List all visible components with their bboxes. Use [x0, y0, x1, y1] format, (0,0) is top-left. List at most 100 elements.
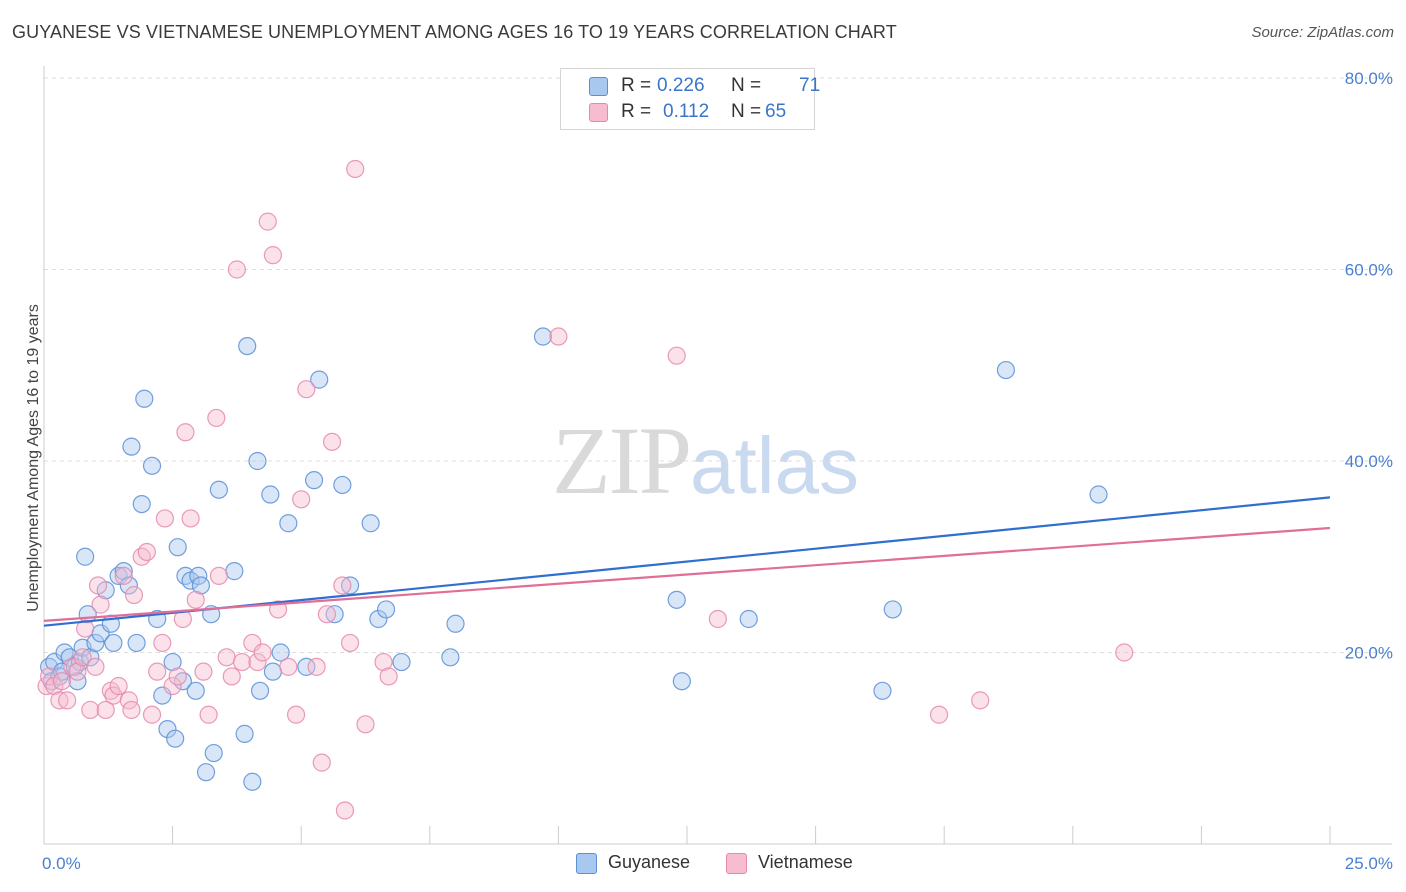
- x-tick-label: 0.0%: [42, 854, 81, 873]
- x-tick-label: 25.0%: [1345, 854, 1393, 873]
- guyanese-point: [304, 471, 324, 490]
- legend-r-label: R =: [621, 75, 652, 96]
- chart-title: GUYANESE VS VIETNAMESE UNEMPLOYMENT AMON…: [12, 22, 897, 42]
- guyanese-point: [667, 590, 686, 609]
- guyanese-point: [168, 538, 187, 557]
- y-tick-label: 80.0%: [1345, 69, 1393, 88]
- legend-swatch-vietnamese: [726, 853, 747, 874]
- guyanese-point: [739, 609, 758, 629]
- y-tick-label: 60.0%: [1345, 261, 1393, 280]
- trend-lines: [43, 496, 1331, 627]
- vietnamese-point: [263, 246, 283, 265]
- vietnamese-point: [96, 700, 115, 720]
- vietnamese-point: [929, 705, 949, 724]
- vietnamese-point: [248, 652, 267, 672]
- vietnamese-point: [253, 643, 272, 662]
- guyanese-point: [163, 652, 182, 672]
- vietnamese-point: [58, 691, 77, 710]
- guyanese-point: [104, 633, 123, 653]
- vietnamese-point: [217, 648, 236, 667]
- guyanese-point: [392, 652, 411, 672]
- vietnamese-point: [258, 212, 277, 231]
- legend-n-label: N =: [731, 75, 762, 96]
- guyanese-point: [325, 605, 344, 624]
- vietnamese-point: [124, 585, 144, 605]
- guyanese-point: [248, 451, 267, 471]
- vietnamese-point: [68, 662, 87, 681]
- vietnamese-point: [340, 633, 360, 653]
- legend-swatch-guyanese: [576, 853, 597, 874]
- vietnamese-point: [91, 595, 110, 614]
- vietnamese-point: [356, 715, 375, 734]
- guyanese-trend-line: [43, 496, 1331, 627]
- guyanese-point: [86, 633, 105, 653]
- guyanese-point: [81, 648, 100, 667]
- vietnamese-point: [307, 657, 326, 676]
- vietnamese-point: [52, 672, 72, 691]
- guyanese-point: [263, 662, 283, 681]
- guyanese-point: [119, 576, 138, 595]
- guyanese-point: [122, 437, 141, 456]
- vietnamese-point: [379, 667, 398, 686]
- legend-n-label: N =: [731, 101, 762, 122]
- vietnamese-point: [346, 159, 365, 179]
- legend-n-value: 71: [799, 75, 821, 96]
- guyanese-point: [446, 614, 465, 633]
- vietnamese-point: [312, 753, 331, 772]
- vietnamese-point: [114, 566, 133, 586]
- vietnamese-point: [186, 590, 205, 609]
- guyanese-point: [533, 327, 553, 346]
- guyanese-point: [204, 743, 223, 763]
- legend-r-value: 0.226: [657, 75, 705, 96]
- vietnamese-point: [142, 705, 162, 724]
- vietnamese-point: [148, 662, 167, 681]
- guyanese-points: [40, 327, 1108, 791]
- guyanese-point: [76, 547, 95, 566]
- guyanese-point: [68, 672, 87, 691]
- vietnamese-point: [667, 346, 686, 365]
- guyanese-point: [191, 576, 210, 595]
- guyanese-point: [271, 643, 290, 662]
- guyanese-point: [261, 485, 280, 504]
- vietnamese-point: [168, 667, 187, 686]
- vietnamese-point: [297, 380, 316, 399]
- guyanese-point: [238, 337, 257, 356]
- guyanese-point: [158, 719, 177, 739]
- guyanese-point: [340, 576, 360, 595]
- vietnamese-point: [549, 327, 568, 346]
- guyanese-point: [114, 562, 133, 581]
- y-axis-title: Unemployment Among Ages 16 to 19 years: [25, 304, 42, 612]
- axes: [43, 66, 1392, 845]
- legend-n-value: 65: [765, 101, 787, 122]
- vietnamese-point: [335, 801, 355, 820]
- vietnamese-point: [76, 619, 95, 638]
- vietnamese-point: [1115, 643, 1134, 662]
- guyanese-point: [297, 657, 316, 676]
- correlation-legend: R = 0.226 N = 71 R = 0.112 N = 65: [560, 68, 820, 130]
- vietnamese-point: [286, 705, 306, 724]
- guyanese-point: [1089, 485, 1108, 504]
- guyanese-point: [883, 600, 902, 619]
- guyanese-point: [361, 514, 380, 533]
- guyanese-point: [250, 681, 270, 700]
- vietnamese-point: [122, 700, 141, 720]
- y-tick-label: 40.0%: [1345, 452, 1393, 471]
- vietnamese-trend-line: [43, 526, 1331, 622]
- guyanese-point: [186, 681, 205, 700]
- legend-swatch-vietnamese: [589, 103, 608, 122]
- vietnamese-point: [73, 648, 92, 667]
- vietnamese-point: [971, 691, 990, 710]
- vietnamese-point: [222, 667, 241, 686]
- guyanese-point: [376, 600, 396, 619]
- legend-swatch-guyanese: [589, 77, 608, 96]
- vietnamese-point: [317, 605, 337, 624]
- guyanese-point: [127, 633, 146, 653]
- guyanese-point: [135, 389, 154, 408]
- vietnamese-point: [109, 676, 128, 696]
- vietnamese-point: [227, 260, 246, 279]
- guyanese-point: [369, 609, 388, 629]
- legend-r-value: 0.112: [663, 101, 710, 122]
- guyanese-point: [235, 724, 254, 743]
- guyanese-point: [209, 480, 228, 499]
- guyanese-point: [225, 562, 244, 581]
